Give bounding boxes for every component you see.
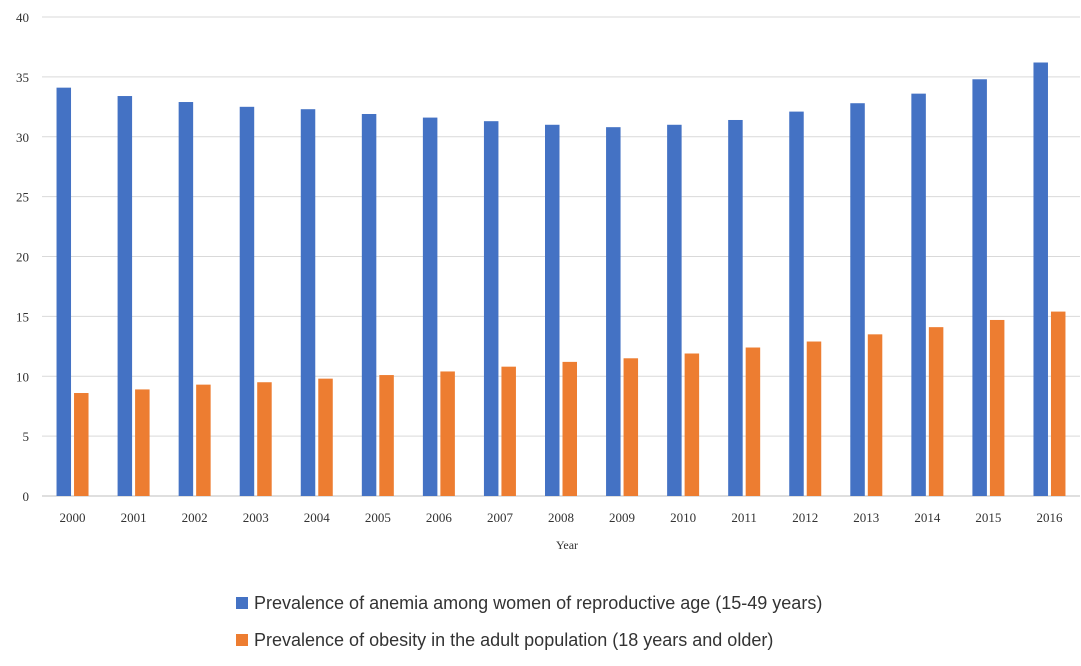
- bar-anemia-2016: [1033, 62, 1048, 496]
- bar-obesity-2008: [562, 361, 577, 496]
- bar-anemia-2007: [483, 121, 499, 497]
- y-tick-label: 20: [16, 250, 29, 265]
- x-tick-label: 2009: [609, 510, 635, 525]
- x-tick-label: 2012: [792, 510, 818, 525]
- bar-anemia-2006: [422, 117, 438, 496]
- x-tick-label: 2006: [426, 510, 453, 525]
- legend-swatch-anemia: [236, 597, 248, 609]
- legend-swatch-obesity: [236, 634, 248, 646]
- x-axis-title: Year: [556, 538, 578, 552]
- bar-obesity-2014: [928, 327, 944, 496]
- bar-obesity-2005: [379, 375, 394, 496]
- x-tick-label: 2007: [487, 510, 514, 525]
- legend: Prevalence of anemia among women of repr…: [236, 592, 822, 666]
- y-tick-label: 40: [16, 10, 29, 25]
- bar-anemia-2010: [667, 124, 682, 497]
- y-tick-label: 25: [16, 190, 29, 205]
- bar-obesity-2004: [318, 378, 333, 496]
- bar-anemia-2014: [911, 93, 926, 496]
- y-tick-label: 15: [16, 309, 29, 324]
- bar-anemia-2004: [300, 109, 316, 497]
- x-tick-label: 2002: [182, 510, 208, 525]
- legend-label-anemia: Prevalence of anemia among women of repr…: [254, 592, 823, 613]
- x-tick-label: 2001: [121, 510, 147, 525]
- x-tick-label: 2014: [914, 510, 941, 525]
- bar-anemia-2003: [239, 106, 255, 496]
- y-tick-label: 35: [16, 70, 29, 85]
- bar-anemia-2002: [178, 102, 194, 497]
- y-tick-label: 30: [16, 130, 29, 145]
- legend-item-anemia: Prevalence of anemia among women of repr…: [236, 592, 822, 614]
- x-tick-label: 2003: [243, 510, 269, 525]
- bar-obesity-2003: [257, 382, 272, 496]
- x-tick-label: 2015: [975, 510, 1001, 525]
- bar-anemia-2015: [972, 79, 987, 497]
- chart-svg: 0 5 10 15 20 25 30 35 40 2000 2001 2002 2003 2004 2005…: [16, 10, 1080, 552]
- x-tick-label: 2000: [60, 510, 86, 525]
- bar-anemia-2000: [56, 87, 72, 496]
- legend-item-obesity: Prevalence of obesity in the adult popul…: [236, 629, 822, 651]
- y-tick-label: 0: [23, 489, 30, 504]
- x-tick-label: 2016: [1036, 510, 1063, 525]
- bar-obesity-2016: [1050, 311, 1066, 496]
- y-tick-label: 10: [16, 369, 29, 384]
- y-tick-label: 5: [23, 429, 30, 444]
- x-tick-label: 2004: [304, 510, 331, 525]
- x-tick-label: 2013: [853, 510, 879, 525]
- bar-anemia-2001: [117, 96, 133, 496]
- bar-anemia-2009: [606, 127, 621, 497]
- x-tick-label: 2010: [670, 510, 696, 525]
- bar-obesity-2006: [440, 371, 455, 496]
- bar-obesity-2001: [135, 389, 150, 496]
- bar-obesity-2015: [989, 319, 1005, 496]
- bar-obesity-2012: [806, 341, 822, 496]
- bar-obesity-2011: [745, 347, 761, 496]
- bar-anemia-2008: [545, 124, 560, 497]
- bar-obesity-2000: [74, 393, 89, 496]
- legend-label-obesity: Prevalence of obesity in the adult popul…: [254, 629, 774, 650]
- bar-obesity-2010: [684, 353, 700, 496]
- bar-obesity-2013: [867, 334, 883, 496]
- bar-anemia-2013: [850, 103, 865, 496]
- bar-anemia-2012: [789, 111, 804, 496]
- bar-anemia-2011: [728, 119, 743, 497]
- x-tick-label: 2011: [731, 510, 757, 525]
- bar-obesity-2007: [501, 366, 516, 496]
- bar-obesity-2009: [623, 358, 639, 496]
- bar-anemia-2005: [361, 113, 377, 496]
- x-tick-label: 2005: [365, 510, 391, 525]
- bar-obesity-2002: [196, 384, 211, 496]
- x-tick-label: 2008: [548, 510, 574, 525]
